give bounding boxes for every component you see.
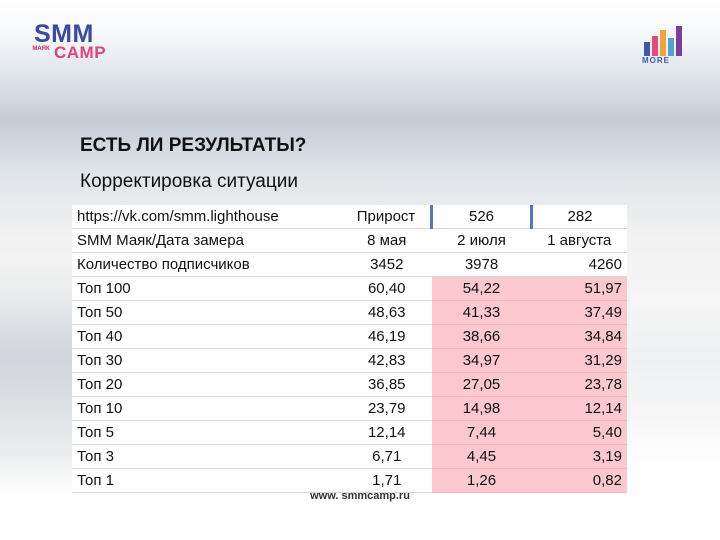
cell-july: 4,45: [431, 444, 532, 469]
cell-may: 23,79: [342, 396, 432, 421]
more-logo: MORE: [640, 26, 690, 66]
cell-may: 48,63: [342, 300, 432, 325]
logo-bar-3: [660, 30, 666, 56]
growth-value-august: 282: [530, 205, 627, 229]
cell-july: 2 июля: [431, 228, 532, 253]
cell-august: 31,29: [531, 348, 627, 373]
row-label: Количество подписчиков: [72, 252, 342, 277]
cell-may: 36,85: [342, 372, 432, 397]
table-row: Топ 40 46,19 38,66 34,84: [72, 324, 627, 349]
cell-may: 3452: [342, 252, 432, 277]
slide-subtitle: Корректировка ситуации: [80, 171, 298, 192]
cell-may: 8 мая: [342, 228, 432, 253]
cell-july: 1,26: [431, 468, 532, 493]
cell-july: 41,33: [431, 300, 532, 325]
table-row: Топ 3 6,71 4,45 3,19: [72, 444, 627, 469]
table-row: Топ 30 42,83 34,97 31,29: [72, 348, 627, 373]
cell-may: 46,19: [342, 324, 432, 349]
table-row: Топ 10 23,79 14,98 12,14: [72, 396, 627, 421]
cell-august: 4260: [531, 252, 627, 277]
logo-smm-text: SMM: [34, 20, 94, 48]
cell-august: 3,19: [531, 444, 627, 469]
row-label: Топ 1: [72, 468, 342, 493]
row-label: Топ 100: [72, 276, 342, 301]
cell-august: 37,49: [531, 300, 627, 325]
slide-title: ЕСТЬ ЛИ РЕЗУЛЬТАТЫ?: [80, 135, 307, 156]
table-row: Топ 1 1,71 1,26 0,82: [72, 468, 627, 493]
cell-august: 12,14: [531, 396, 627, 421]
row-label: Топ 50: [72, 300, 342, 325]
table-header-row: https://vk.com/smm.lighthouse Прирост 52…: [72, 205, 627, 229]
vk-link[interactable]: https://vk.com/smm.lighthouse: [72, 205, 342, 229]
logo-bar-1: [644, 42, 650, 56]
cell-august: 51,97: [531, 276, 627, 301]
cell-may: 42,83: [342, 348, 432, 373]
logo-mini-text: МАЯК: [32, 46, 50, 52]
table-row: SMM Маяк/Дата замера 8 мая 2 июля 1 авгу…: [72, 228, 627, 253]
cell-july: 38,66: [431, 324, 532, 349]
cell-july: 3978: [431, 252, 532, 277]
footer-website: www. smmcamp.ru: [310, 490, 410, 502]
growth-value-july: 526: [430, 205, 532, 229]
cell-july: 7,44: [431, 420, 532, 445]
logo-bar-2: [652, 36, 658, 56]
cell-may: 1,71: [342, 468, 432, 493]
row-label: Топ 10: [72, 396, 342, 421]
results-table: https://vk.com/smm.lighthouse Прирост 52…: [72, 205, 627, 493]
cell-july: 34,97: [431, 348, 532, 373]
row-label: Топ 20: [72, 372, 342, 397]
table-row: Топ 20 36,85 27,05 23,78: [72, 372, 627, 397]
table-row: Топ 100 60,40 54,22 51,97: [72, 276, 627, 301]
cell-may: 12,14: [342, 420, 432, 445]
logo-bar-4: [668, 38, 674, 56]
cell-august: 5,40: [531, 420, 627, 445]
table-row: Топ 50 48,63 41,33 37,49: [72, 300, 627, 325]
logo-more-text: MORE: [642, 56, 670, 65]
row-label: Топ 3: [72, 444, 342, 469]
cell-july: 54,22: [431, 276, 532, 301]
row-label: Топ 30: [72, 348, 342, 373]
background-city: [0, 260, 80, 500]
table-row: Количество подписчиков 3452 3978 4260: [72, 252, 627, 277]
row-label: Топ 5: [72, 420, 342, 445]
cell-august: 0,82: [531, 468, 627, 493]
cell-july: 27,05: [431, 372, 532, 397]
growth-label: Прирост: [342, 205, 432, 229]
cell-may: 60,40: [342, 276, 432, 301]
cell-august: 1 августа: [531, 228, 627, 253]
cell-august: 23,78: [531, 372, 627, 397]
logo-bar-5: [676, 26, 682, 56]
cell-may: 6,71: [342, 444, 432, 469]
cell-july: 14,98: [431, 396, 532, 421]
row-label: SMM Маяк/Дата замера: [72, 228, 342, 253]
cell-august: 34,84: [531, 324, 627, 349]
smmcamp-logo: SMM МАЯК CAMP: [30, 22, 120, 66]
row-label: Топ 40: [72, 324, 342, 349]
table-row: Топ 5 12,14 7,44 5,40: [72, 420, 627, 445]
logo-camp-text: CAMP: [54, 43, 107, 62]
